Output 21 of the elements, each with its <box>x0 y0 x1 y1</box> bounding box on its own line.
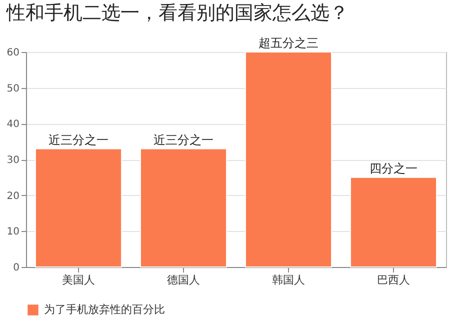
bar <box>350 176 438 268</box>
x-tick-label: 德国人 <box>167 274 200 286</box>
annotation: 近三分之一 <box>154 132 214 147</box>
y-tick-label: 10 <box>6 226 20 238</box>
legend-label: 为了手机放弃性的百分比 <box>44 303 165 316</box>
y-tick-label: 20 <box>6 190 20 202</box>
y-tick-label: 0 <box>13 262 20 274</box>
y-tick-label: 30 <box>6 155 20 166</box>
annotation: 四分之一 <box>370 161 418 176</box>
x-tick-label: 韩国人 <box>272 274 305 286</box>
bar <box>140 148 228 268</box>
bar <box>244 52 332 268</box>
y-tick-label: 60 <box>6 48 20 58</box>
x-tick-label: 巴西人 <box>377 274 410 286</box>
y-tick-label: 50 <box>6 83 20 94</box>
y-tick-label: 40 <box>6 119 20 130</box>
chart-title: 性和手机二选一，看看别的国家怎么选？ <box>5 2 348 24</box>
annotation: 近三分之一 <box>48 132 108 147</box>
x-tick-label: 美国人 <box>62 274 95 286</box>
bar <box>34 148 122 268</box>
annotation: 超五分之三 <box>258 36 318 50</box>
